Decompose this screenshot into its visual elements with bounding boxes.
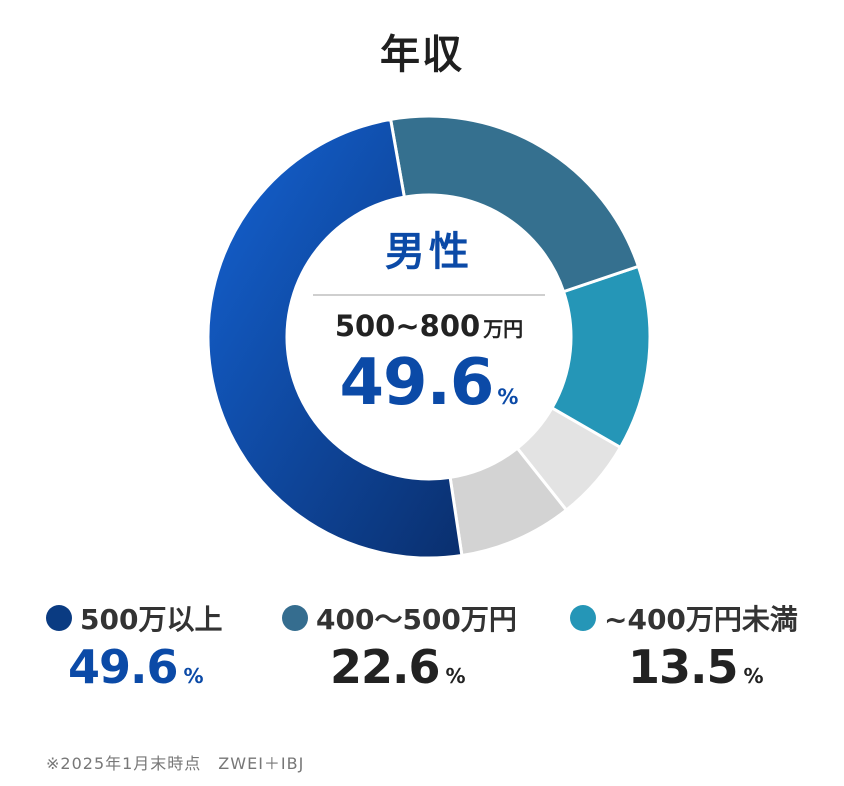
legend-value-over-500: 49.6 <box>68 640 178 694</box>
donut-chart <box>206 114 652 560</box>
slice-under-400 <box>549 264 652 450</box>
center-percentage-value: 49.6 <box>339 346 495 420</box>
legend-item-over-500: 500万以上 49.6% <box>46 598 223 690</box>
center-range-value: 500~800 <box>334 309 481 343</box>
legend-percent-400-500: % <box>445 664 466 688</box>
legend-value-under-400: 13.5 <box>628 640 738 694</box>
center-percentage-sign: % <box>497 385 519 409</box>
center-range: 500~800 万円 <box>300 312 558 341</box>
legend-dot-over-500 <box>46 605 72 631</box>
legend-percent-over-500: % <box>183 664 204 688</box>
legend-item-400-500: 400〜500万円 22.6% <box>282 598 517 690</box>
legend-value-row-400-500: 22.6% <box>330 644 466 690</box>
legend: 500万以上 49.6% 400〜500万円 22.6% ~400万円未満 13… <box>0 598 844 718</box>
center-range-unit: 万円 <box>483 317 524 341</box>
center-divider <box>313 294 545 296</box>
legend-dot-400-500 <box>282 605 308 631</box>
footnote: ※2025年1月末時点 ZWEI＋IBJ <box>46 754 305 773</box>
donut-center-panel: 男性 500~800 万円 49.6% <box>300 232 558 415</box>
legend-item-under-400: ~400万円未満 13.5% <box>570 598 798 690</box>
slice-400-500 <box>388 114 641 294</box>
legend-label-400-500: 400〜500万円 <box>316 603 517 636</box>
legend-value-400-500: 22.6 <box>330 640 440 694</box>
legend-label-under-400: ~400万円未満 <box>604 603 798 636</box>
center-percentage: 49.6% <box>300 351 558 415</box>
legend-value-row-over-500: 49.6% <box>68 644 204 690</box>
slice-over-500 <box>206 117 464 560</box>
legend-label-over-500: 500万以上 <box>80 603 223 636</box>
legend-value-row-under-400: 13.5% <box>628 644 764 690</box>
chart-title: 年収 <box>380 32 464 78</box>
legend-dot-under-400 <box>570 605 596 631</box>
center-gender-label: 男性 <box>385 229 473 275</box>
legend-percent-under-400: % <box>743 664 764 688</box>
